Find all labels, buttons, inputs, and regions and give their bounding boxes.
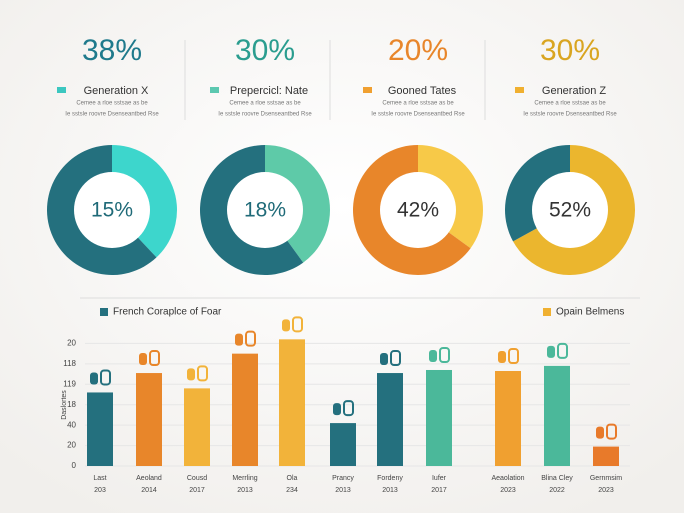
stat-icon [210,87,219,93]
bar-icon [343,400,354,417]
x-tick-label: 2013 [382,487,398,494]
stat-icon [363,87,372,93]
x-tick-label: Gernmsim [590,475,622,482]
bar [232,353,258,466]
stat-note: Cemee a rloe sstsae as be [76,101,148,107]
x-tick-label: 234 [286,487,298,494]
bar [136,373,162,466]
x-tick-label: 2017 [189,487,205,494]
legend-label: French Coraplce of Foar [113,307,222,318]
bar-icon [149,350,160,367]
stat-note: Cemee a rloe sstsae as be [229,101,301,107]
y-tick-label: 18 [67,400,76,409]
donut-label: 15% [91,199,133,222]
legend-label: Opain Belmens [556,307,624,318]
stat-value: 30% [235,34,295,67]
bar-icon [245,330,256,347]
bar-icon [547,345,555,358]
stat-label: Generation X [84,85,149,97]
x-tick-label: 203 [94,487,106,494]
bar [495,371,521,466]
x-tick-label: 2023 [598,487,614,494]
stat-note: Cemee a rloe sstsae as be [382,101,454,107]
bar-icon [557,342,568,359]
x-tick-label: Cousd [187,475,207,482]
x-tick-label: Aeaolation [491,475,524,482]
stat-note: Ie sstsle roovre Dsenseantbed Rse [371,112,465,118]
donut-hole [532,172,608,248]
x-tick-label: Merrling [232,475,257,482]
x-tick-label: 2022 [549,487,565,494]
bar-icon [292,316,303,333]
donut-hole [380,172,456,248]
x-tick-label: Fordeny [377,475,403,482]
bar [279,339,305,466]
bar-icon [90,372,98,385]
bar-icon [139,353,147,366]
x-tick-label: 2013 [335,487,351,494]
stat-icon [57,87,66,93]
x-tick-label: Aeoland [136,475,162,482]
bar-icon [380,353,388,366]
stat-note: Ie sstsle roovre Dsenseantbed Rse [523,112,617,118]
x-tick-label: Ola [287,475,298,482]
y-tick-label: 40 [67,420,76,429]
x-tick-label: Last [93,475,106,482]
bar-icon [100,369,111,386]
stat-value: 20% [388,34,448,67]
x-tick-label: Iufer [432,475,447,482]
bar-icon [333,403,341,416]
y-tick-label: 118 [63,359,76,368]
stat-note: Cemee a rloe sstsae as be [534,101,606,107]
stat-label: Prepercicl: Nate [230,85,308,97]
bar [184,388,210,466]
stat-label: Gooned Tates [388,85,457,97]
x-tick-label: 2023 [500,487,516,494]
bar-icon [429,349,437,362]
bar [593,446,619,466]
bar-icon [439,346,450,363]
bar-icon [235,333,243,346]
bar-icon [498,351,506,364]
bar [544,365,570,466]
bar-icon [508,348,519,365]
stat-label: Generation Z [542,85,606,97]
y-tick-label: 20 [67,441,76,450]
donut-hole [227,172,303,248]
x-tick-label: Prancy [332,475,354,482]
donut-label: 52% [549,199,591,222]
bar-icon [282,319,290,332]
bar [87,392,113,466]
stat-value: 30% [540,34,600,67]
bar-icon [187,368,195,381]
x-tick-label: 2013 [237,487,253,494]
bar-icon [390,350,401,367]
bar [377,373,403,466]
stat-note: Ie sstsle roovre Dsenseantbed Rse [218,112,312,118]
stat-icon [515,87,524,93]
bar [426,369,452,466]
bar [330,423,356,466]
legend-swatch [543,308,551,316]
y-tick-label: 20 [67,339,76,348]
x-tick-label: Blina Cley [541,475,573,482]
bar-icon [606,423,617,440]
y-tick-label: 0 [72,461,77,470]
y-axis-label: Daslortes [61,390,68,420]
stat-note: Ie sstsle roovre Dsenseantbed Rse [65,112,159,118]
y-tick-label: 119 [63,379,76,388]
bar-icon [596,426,604,439]
donut-label: 18% [244,199,286,222]
bar-icon [197,365,208,382]
x-tick-label: 2014 [141,487,157,494]
legend-swatch [100,308,108,316]
donut-label: 42% [397,199,439,222]
donut-hole [74,172,150,248]
x-tick-label: 2017 [431,487,447,494]
stat-value: 38% [82,34,142,67]
